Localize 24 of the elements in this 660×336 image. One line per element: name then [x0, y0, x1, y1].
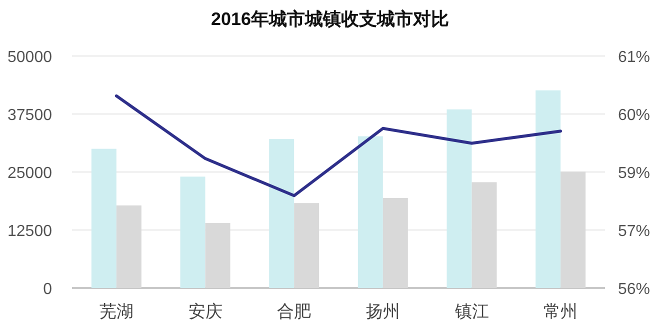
x-tick-label: 合肥 — [277, 302, 312, 321]
y2-tick-label: 56% — [618, 281, 650, 298]
bar — [536, 90, 561, 288]
x-tick-label: 扬州 — [366, 302, 400, 321]
x-tick-label: 芜湖 — [99, 302, 134, 321]
chart-title: 2016年城市城镇收支城市对比 — [210, 9, 450, 29]
y2-tick-label: 60% — [618, 107, 650, 124]
line-series — [114, 94, 562, 198]
bar — [358, 136, 383, 288]
bar — [180, 176, 206, 288]
bar — [446, 109, 472, 288]
y-tick-label: 12500 — [8, 223, 52, 240]
bar — [269, 139, 294, 288]
y2-tick-label: 59% — [618, 165, 650, 182]
bar — [91, 148, 116, 288]
y-tick-label: 0 — [43, 281, 52, 298]
y-tick-label: 50000 — [8, 49, 52, 66]
y-tick-label: 37500 — [8, 107, 52, 124]
x-tick-label: 镇江 — [454, 302, 489, 321]
y2-tick-label: 57% — [618, 223, 650, 240]
y-tick-label: 25000 — [8, 165, 52, 182]
x-tick-label: 常州 — [544, 302, 578, 321]
x-tick-label: 安庆 — [188, 302, 222, 321]
y2-tick-label: 61% — [618, 49, 650, 66]
